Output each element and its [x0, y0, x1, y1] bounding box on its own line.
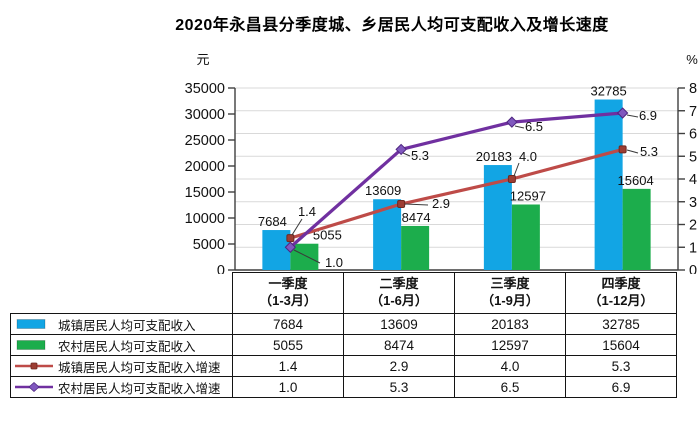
legend-label: 城镇居民人均可支配收入: [58, 318, 196, 333]
svg-text:4: 4: [689, 172, 697, 188]
line-marker: [618, 145, 627, 154]
value-cell: 5.3: [565, 355, 677, 377]
value-cell: 5.3: [343, 376, 455, 398]
chart-title: 2020年永昌县分季度城、乡居民人均可支配收入及增长速度: [175, 17, 609, 34]
left-axis-ticks: 0 5000 10000 15000 20000 25000 30000 35000: [185, 81, 235, 274]
line-value-label: 1.4: [298, 204, 316, 219]
line-marker: [397, 200, 406, 209]
svg-text:15000: 15000: [185, 185, 225, 201]
legend-label: 城镇居民人均可支配收入增速: [58, 360, 221, 375]
bar: [511, 204, 540, 270]
legend-cell-0: 城镇居民人均可支配收入: [10, 313, 233, 335]
right-axis-unit: %: [686, 52, 698, 67]
svg-text:35000: 35000: [185, 81, 225, 97]
value-cell: 6.5: [454, 376, 566, 398]
value-cell: 20183: [454, 313, 566, 335]
bar-value-label: 5055: [313, 228, 342, 243]
line-marker: [506, 116, 518, 128]
svg-text:8: 8: [689, 81, 697, 97]
legend-label: 农村居民人均可支配收入增速: [58, 381, 221, 396]
gridlines: [235, 87, 678, 248]
bar: [594, 99, 623, 270]
data-table: 一季度 （1-3月） 二季度 （1-6月） 三季度 （1-9月） 四季度 （1-12月） 城镇居…: [10, 272, 677, 398]
table-row: 农村居民人均可支配收入增速 1.0 5.3 6.5 6.9: [10, 376, 677, 398]
urban-growth-line: 1.4 2.9 4.0 5.3: [286, 144, 658, 243]
svg-text:5000: 5000: [193, 237, 225, 253]
quarter-header-3: 三季度 （1-9月）: [454, 272, 566, 314]
left-axis-unit: 元: [196, 52, 209, 67]
value-cell: 4.0: [454, 355, 566, 377]
line-marker: [284, 241, 297, 253]
legend-line-marker-icon: [15, 381, 53, 393]
svg-text:0: 0: [217, 263, 225, 274]
bar-value-label: 20183: [476, 149, 512, 164]
line-value-label: 1.0: [325, 255, 343, 270]
rural-growth-line: 1.0 5.3 6.5 6.9: [284, 107, 657, 270]
bar: [262, 230, 291, 270]
line-marker: [507, 175, 516, 183]
table-row: 城镇居民人均可支配收入增速 1.4 2.9 4.0 5.3: [10, 355, 677, 377]
svg-text:7: 7: [689, 104, 697, 120]
legend-cell-1: 农村居民人均可支配收入: [10, 334, 233, 356]
legend-label: 农村居民人均可支配收入: [58, 339, 196, 354]
right-axis-ticks: 0 1 2 3 4 5 6 7 8: [678, 81, 697, 274]
legend-cell-3: 农村居民人均可支配收入增速: [10, 376, 233, 398]
bar-value-label: 8474: [402, 210, 431, 225]
line-marker: [286, 234, 295, 243]
value-cell: 2.9: [343, 355, 455, 377]
bar-value-label: 13609: [365, 183, 401, 198]
legend-bar-swatch-icon: [16, 319, 46, 329]
line-value-label: 6.9: [639, 108, 657, 123]
legend-line-marker-icon: [15, 362, 53, 370]
svg-text:25000: 25000: [185, 133, 225, 149]
svg-text:0: 0: [689, 263, 697, 274]
bar: [401, 225, 430, 270]
value-cell: 6.9: [565, 376, 677, 398]
svg-text:5: 5: [689, 149, 697, 165]
quarter-header-1: 一季度 （1-3月）: [232, 272, 344, 314]
bar-value-label: 15604: [618, 173, 654, 188]
bar: [622, 188, 651, 270]
svg-text:1: 1: [689, 240, 697, 256]
value-cell: 7684: [232, 313, 344, 335]
table-row: 城镇居民人均可支配收入 7684 13609 20183 32785: [10, 313, 677, 335]
line-value-label: 5.3: [411, 148, 429, 163]
value-cell: 32785: [565, 313, 677, 335]
quarter-header-2: 二季度 （1-6月）: [343, 272, 455, 314]
svg-text:3: 3: [689, 195, 697, 211]
value-cell: 8474: [343, 334, 455, 356]
line-value-label: 4.0: [519, 149, 537, 164]
svg-text:20000: 20000: [185, 159, 225, 175]
line-value-label: 2.9: [432, 196, 450, 211]
value-cell: 1.4: [232, 355, 344, 377]
value-cell: 1.0: [232, 376, 344, 398]
legend-cell-2: 城镇居民人均可支配收入增速: [10, 355, 233, 377]
svg-text:30000: 30000: [185, 107, 225, 123]
line-marker: [395, 143, 407, 156]
value-cell: 15604: [565, 334, 677, 356]
bar-value-label: 32785: [591, 84, 627, 99]
table-header-row: 一季度 （1-3月） 二季度 （1-6月） 三季度 （1-9月） 四季度 （1-12月）: [11, 272, 677, 314]
svg-text:10000: 10000: [185, 211, 225, 227]
table-row: 农村居民人均可支配收入 5055 8474 12597 15604: [10, 334, 677, 356]
line-value-label: 5.3: [640, 144, 658, 159]
svg-text:6: 6: [689, 127, 697, 143]
line-value-label: 6.5: [525, 119, 543, 134]
legend-bar-swatch-icon: [16, 340, 46, 350]
svg-text:2: 2: [689, 218, 697, 234]
quarter-header-4: 四季度 （1-12月）: [565, 272, 677, 314]
bar-value-label: 12597: [510, 188, 546, 203]
income-growth-combo-chart: 0 5000 10000 15000 20000 25000 30000 35000 0 1 2 3 4…: [185, 52, 699, 274]
table-blank-corner: [11, 273, 233, 314]
value-cell: 12597: [454, 334, 566, 356]
rural-income-bars: 5055 8474 12597 15604: [290, 173, 654, 270]
line-marker: [616, 107, 629, 119]
bar-value-label: 7684: [258, 214, 287, 229]
value-cell: 13609: [343, 313, 455, 335]
value-cell: 5055: [232, 334, 344, 356]
